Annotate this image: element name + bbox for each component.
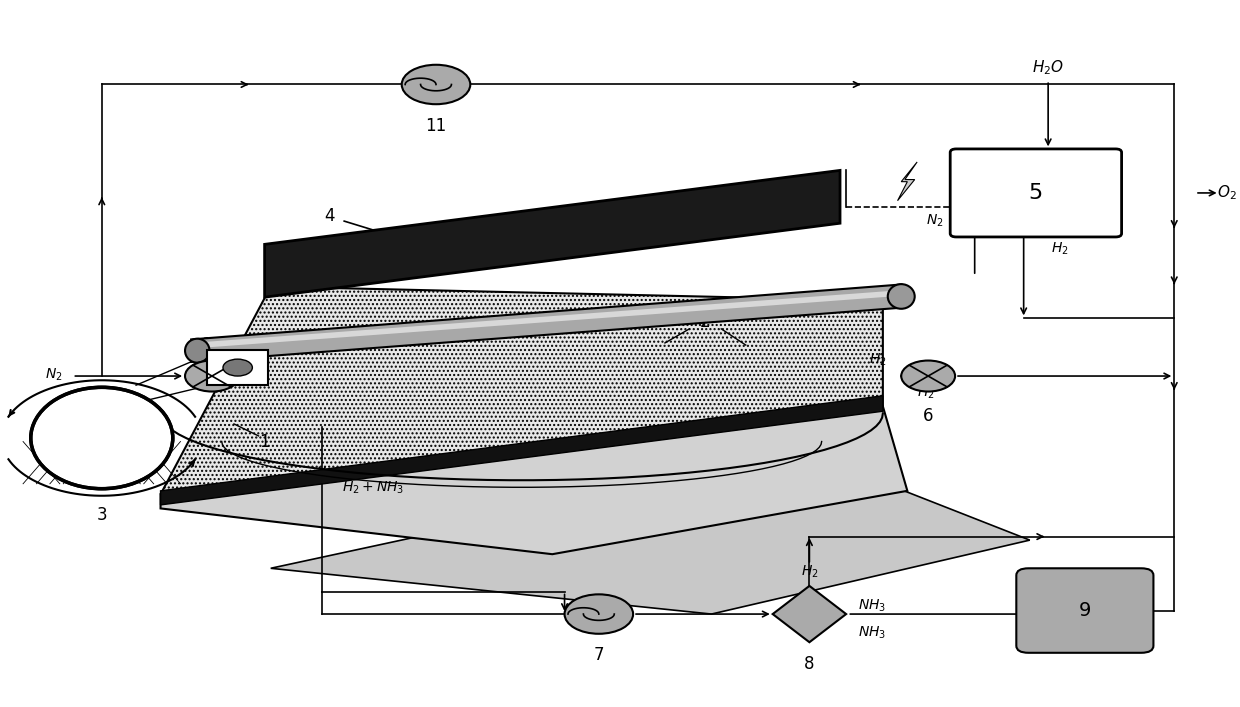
- Text: 2: 2: [701, 312, 711, 331]
- Circle shape: [185, 361, 239, 392]
- Text: 9: 9: [1079, 601, 1091, 620]
- Ellipse shape: [31, 387, 172, 489]
- Text: 5: 5: [1029, 183, 1043, 203]
- Text: 3: 3: [97, 506, 107, 525]
- Text: $H_2O$: $H_2O$: [1032, 59, 1064, 78]
- Polygon shape: [898, 162, 918, 201]
- Polygon shape: [270, 487, 1029, 614]
- Text: 11: 11: [425, 117, 446, 135]
- FancyBboxPatch shape: [950, 149, 1122, 237]
- Text: $H_2$: $H_2$: [869, 351, 887, 368]
- Text: $H_2$: $H_2$: [1050, 240, 1068, 257]
- Text: 1: 1: [259, 433, 270, 450]
- Text: $N_2$: $N_2$: [926, 213, 944, 229]
- Polygon shape: [191, 284, 901, 362]
- Polygon shape: [191, 290, 901, 349]
- Ellipse shape: [185, 339, 210, 363]
- Text: $N_2$: $N_2$: [45, 366, 62, 382]
- Text: $H_2$: $H_2$: [801, 564, 818, 580]
- Text: 7: 7: [594, 646, 604, 665]
- Ellipse shape: [888, 284, 915, 309]
- Polygon shape: [160, 407, 908, 554]
- Text: 6: 6: [923, 407, 934, 425]
- Text: $NH_3$: $NH_3$: [858, 597, 887, 614]
- Text: $H_2$: $H_2$: [916, 385, 934, 401]
- FancyBboxPatch shape: [1017, 568, 1153, 653]
- Polygon shape: [160, 396, 883, 505]
- Polygon shape: [773, 586, 846, 642]
- Polygon shape: [264, 170, 839, 297]
- Text: $H_2+NH_3$: $H_2+NH_3$: [342, 479, 404, 496]
- Text: 8: 8: [805, 655, 815, 673]
- Text: $NH_3$: $NH_3$: [858, 624, 887, 641]
- Circle shape: [901, 361, 955, 392]
- Circle shape: [223, 359, 253, 376]
- Text: $O_2$: $O_2$: [1218, 184, 1236, 202]
- Circle shape: [564, 595, 634, 633]
- Bar: [207, 350, 268, 385]
- Circle shape: [402, 65, 470, 104]
- Polygon shape: [160, 286, 883, 494]
- Text: 4: 4: [324, 207, 335, 225]
- Text: 10: 10: [201, 336, 222, 354]
